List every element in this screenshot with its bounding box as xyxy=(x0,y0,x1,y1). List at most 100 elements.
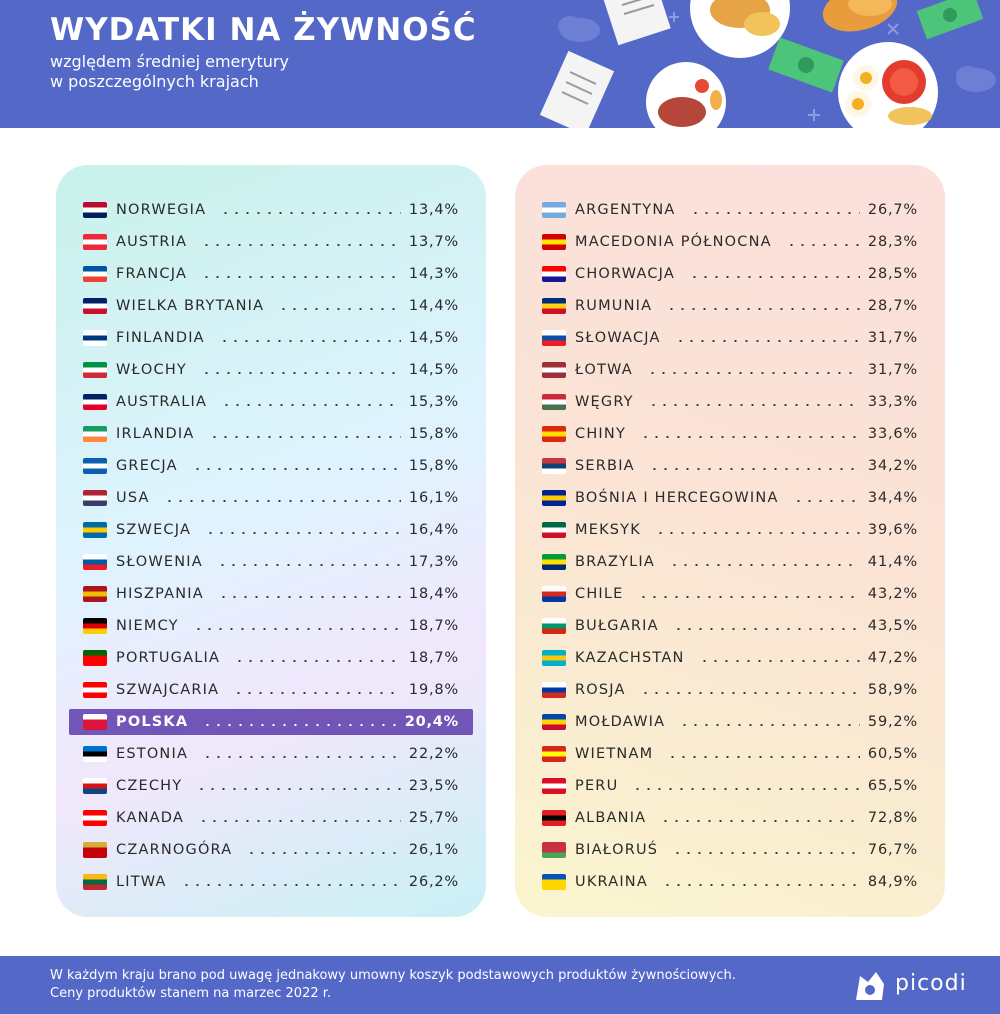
flag-icon xyxy=(542,394,566,410)
dot-leader xyxy=(208,436,401,438)
right-ranking-panel: ARGENTYNA 26,7% MACEDONIA PÓŁNOCNA 28,3% CHO… xyxy=(515,165,945,917)
flag-icon xyxy=(83,522,107,538)
country-name: WĘGRY xyxy=(575,394,634,410)
country-row: MEKSYK 39,6% xyxy=(542,519,918,541)
value-label: 18,7% xyxy=(408,650,459,666)
country-name: USA xyxy=(116,490,150,506)
dot-leader xyxy=(202,756,401,758)
country-name: CHINY xyxy=(575,426,627,442)
country-name: BIAŁORUŚ xyxy=(575,842,659,858)
value-label: 22,2% xyxy=(408,746,459,762)
flag-icon xyxy=(83,362,107,378)
page-subtitle: względem średniej emerytury w poszczegól… xyxy=(50,52,410,92)
value-label: 15,8% xyxy=(408,458,459,474)
country-row: PERU 65,5% xyxy=(542,775,918,797)
country-name: UKRAINA xyxy=(575,874,648,890)
country-row: CHINY 33,6% xyxy=(542,423,918,445)
value-label: 28,7% xyxy=(867,298,918,314)
country-name: CHILE xyxy=(575,586,624,602)
dot-leader xyxy=(246,852,401,854)
country-name: AUSTRALIA xyxy=(116,394,208,410)
value-label: 20,4% xyxy=(404,714,459,730)
country-row: WIETNAM 60,5% xyxy=(542,743,918,765)
value-label: 33,6% xyxy=(867,426,918,442)
country-name: CZECHY xyxy=(116,778,183,794)
footer-banner: W każdym kraju brano pod uwagę jednakowy… xyxy=(0,956,1000,1014)
country-row: GRECJA 15,8% xyxy=(83,455,459,477)
flag-icon xyxy=(542,586,566,602)
dot-leader xyxy=(216,564,401,566)
flag-icon xyxy=(83,266,107,282)
value-label: 76,7% xyxy=(867,842,918,858)
flag-icon xyxy=(542,778,566,794)
flag-icon xyxy=(542,682,566,698)
flag-icon xyxy=(542,810,566,826)
value-label: 23,5% xyxy=(408,778,459,794)
value-label: 14,5% xyxy=(408,362,459,378)
country-name: ŁOTWA xyxy=(575,362,633,378)
country-name: ARGENTYNA xyxy=(575,202,676,218)
value-label: 18,7% xyxy=(408,618,459,634)
flag-icon xyxy=(83,810,107,826)
country-name: AUSTRIA xyxy=(116,234,188,250)
value-label: 25,7% xyxy=(408,810,459,826)
value-label: 31,7% xyxy=(867,362,918,378)
subtitle-line-2: w poszczególnych krajach xyxy=(50,72,259,91)
flag-icon xyxy=(83,426,107,442)
value-label: 13,4% xyxy=(408,202,459,218)
page-title: WYDATKI NA ŻYWNOŚĆ xyxy=(50,12,477,48)
flag-icon xyxy=(542,522,566,538)
country-name: ALBANIA xyxy=(575,810,647,826)
country-name: ROSJA xyxy=(575,682,626,698)
country-row: SŁOWENIA 17,3% xyxy=(83,551,459,573)
country-row: AUSTRIA 13,7% xyxy=(83,231,459,253)
dot-leader xyxy=(679,724,860,726)
flag-icon xyxy=(542,746,566,762)
value-label: 28,3% xyxy=(867,234,918,250)
country-row: SERBIA 34,2% xyxy=(542,455,918,477)
country-row: SŁOWACJA 31,7% xyxy=(542,327,918,349)
value-label: 15,3% xyxy=(408,394,459,410)
bread-plate-icon xyxy=(690,0,790,58)
dot-leader xyxy=(698,660,860,662)
dot-leader xyxy=(646,372,860,374)
country-row: MACEDONIA PÓŁNOCNA 28,3% xyxy=(542,231,918,253)
brand-name: picodi xyxy=(895,971,967,996)
value-label: 84,9% xyxy=(867,874,918,890)
dot-leader xyxy=(647,404,860,406)
dot-leader xyxy=(205,532,401,534)
receipt-icon xyxy=(603,0,671,46)
flag-icon xyxy=(542,650,566,666)
value-label: 34,2% xyxy=(867,458,918,474)
country-row: ARGENTYNA 26,7% xyxy=(542,199,918,221)
footnote: W każdym kraju brano pod uwagę jednakowy… xyxy=(50,967,810,1003)
country-name: FINLANDIA xyxy=(116,330,205,346)
country-name: LITWA xyxy=(116,874,167,890)
highlight-bar xyxy=(69,709,473,735)
flag-icon xyxy=(83,554,107,570)
dot-leader xyxy=(191,468,401,470)
dot-leader xyxy=(180,884,401,886)
dot-leader xyxy=(201,244,401,246)
country-name: KAZACHSTAN xyxy=(575,650,685,666)
country-row: NORWEGIA 13,4% xyxy=(83,199,459,221)
country-name: BUŁGARIA xyxy=(575,618,659,634)
country-name: MOŁDAWIA xyxy=(575,714,666,730)
country-name: MACEDONIA PÓŁNOCNA xyxy=(575,234,772,250)
cloud-icon xyxy=(558,16,996,92)
flag-icon xyxy=(542,330,566,346)
value-label: 26,1% xyxy=(408,842,459,858)
country-row: FINLANDIA 14,5% xyxy=(83,327,459,349)
country-row: SZWECJA 16,4% xyxy=(83,519,459,541)
country-name: POLSKA xyxy=(116,714,189,730)
value-label: 39,6% xyxy=(867,522,918,538)
value-label: 34,4% xyxy=(867,490,918,506)
footnote-line-2: Ceny produktów stanem na marzec 2022 r. xyxy=(50,986,332,1001)
country-row: WĘGRY 33,3% xyxy=(542,391,918,413)
flag-icon xyxy=(83,490,107,506)
flag-icon xyxy=(542,554,566,570)
dot-leader xyxy=(639,692,860,694)
croissant-icon xyxy=(822,0,898,32)
country-row: NIEMCY 18,7% xyxy=(83,615,459,637)
value-label: 16,1% xyxy=(408,490,459,506)
